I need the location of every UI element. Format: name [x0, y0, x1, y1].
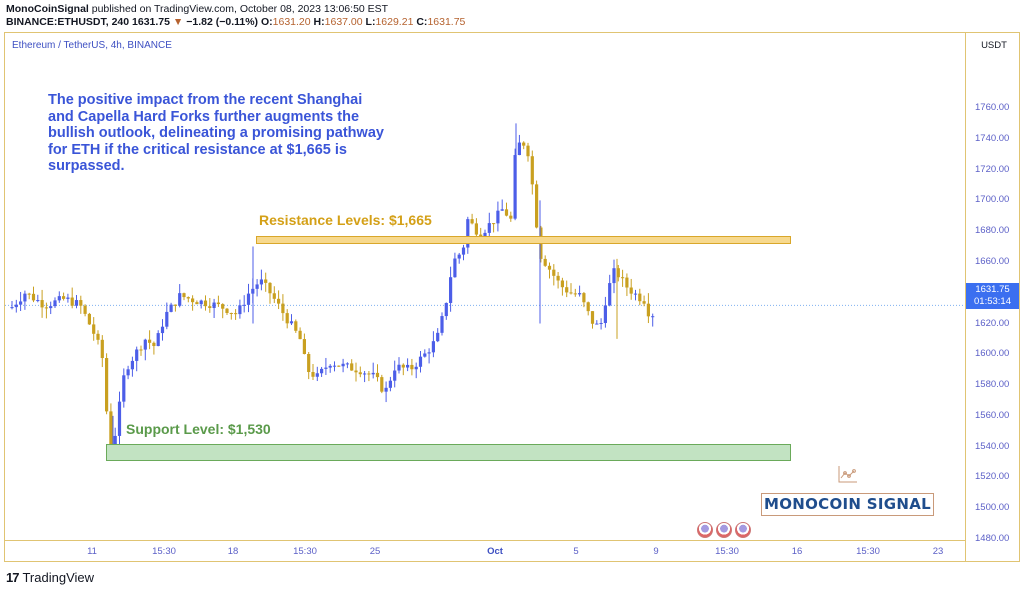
author-name: MonoCoinSignal [6, 3, 89, 15]
high-label: H: [313, 16, 325, 28]
price-tick-label: 1700.00 [975, 194, 1010, 206]
last-price-value: 1631.75 [975, 284, 1010, 295]
support-zone[interactable] [106, 444, 791, 461]
resistance-label[interactable]: Resistance Levels: $1,665 [259, 212, 432, 228]
line-chart-icon [838, 466, 857, 483]
resistance-zone[interactable] [256, 236, 791, 244]
time-tick-label: 18 [227, 546, 239, 557]
bar-countdown: 01:53:14 [974, 296, 1011, 307]
symbol-interval: BINANCE:ETHUSDT, 240 [6, 16, 130, 28]
time-tick-label: 5 [573, 546, 579, 557]
price-tick-label: 1740.00 [975, 132, 1010, 144]
price-tick-label: 1480.00 [975, 533, 1010, 544]
brand-watermark: MONOCOIN SIGNAL [761, 493, 934, 516]
us-flag-event-icon[interactable] [716, 522, 732, 538]
price-tick-label: 1580.00 [975, 379, 1010, 391]
tradingview-logo-icon: 17 [6, 570, 20, 585]
annotation-text[interactable]: The positive impact from the recent Shan… [48, 92, 384, 174]
time-tick-label: 23 [932, 546, 944, 557]
close-label: C: [416, 16, 428, 28]
symbol-label: Ethereum / TetherUS, 4h, BINANCE [12, 40, 172, 51]
price-tick-label: 1520.00 [975, 471, 1010, 483]
price-tick-label: 1720.00 [975, 163, 1010, 175]
time-tick-label: 16 [791, 546, 803, 557]
price-tick-label: 1760.00 [975, 102, 1010, 113]
price-tick-label: 1540.00 [975, 440, 1010, 452]
price-tick-label: 1620.00 [975, 317, 1010, 329]
high-value: 1637.00 [324, 16, 363, 28]
low-label: L: [365, 16, 376, 28]
time-tick-label: 11 [87, 546, 97, 557]
currency-label[interactable]: USDT [972, 38, 1016, 54]
economic-events[interactable] [697, 522, 751, 538]
open-value: 1631.20 [272, 16, 311, 28]
open-label: O: [260, 16, 273, 28]
chart-frame [4, 32, 1020, 562]
us-flag-event-icon[interactable] [735, 522, 751, 538]
change-value: −1.82 (−0.11%) [186, 16, 259, 28]
time-tick-label: 15:30 [856, 546, 880, 557]
time-tick-label: 15:30 [293, 546, 317, 557]
time-tick-label: Oct [487, 546, 503, 557]
down-arrow-icon: ▼ [172, 16, 184, 28]
low-value: 1629.21 [375, 16, 414, 28]
time-tick-label: 15:30 [152, 546, 176, 557]
time-tick-label: 9 [653, 546, 659, 557]
tradingview-logo[interactable]: 17 TradingView [6, 570, 94, 585]
price-tick-label: 1560.00 [975, 409, 1010, 421]
time-tick-label: 15:30 [715, 546, 739, 557]
us-flag-event-icon[interactable] [697, 522, 713, 538]
time-tick-label: 25 [369, 546, 381, 557]
support-label[interactable]: Support Level: $1,530 [126, 421, 271, 437]
last-price-marker: 1631.75 01:53:14 [966, 283, 1019, 309]
symbol-info-line: BINANCE:ETHUSDT, 240 1631.75 ▼ −1.82 (−0… [6, 16, 465, 28]
price-tick-label: 1660.00 [975, 255, 1010, 267]
price-axis[interactable] [965, 33, 1019, 561]
last-value: 1631.75 [132, 16, 170, 28]
price-tick-label: 1600.00 [975, 348, 1010, 360]
time-axis[interactable] [5, 540, 965, 561]
price-tick-label: 1500.00 [975, 502, 1010, 514]
tradingview-wordmark: TradingView [22, 570, 95, 585]
price-tick-label: 1680.00 [975, 225, 1010, 237]
close-value: 1631.75 [427, 16, 466, 28]
publish-info: MonoCoinSignal published on TradingView.… [6, 3, 388, 15]
published-text: published on TradingView.com, October 08… [91, 3, 389, 15]
